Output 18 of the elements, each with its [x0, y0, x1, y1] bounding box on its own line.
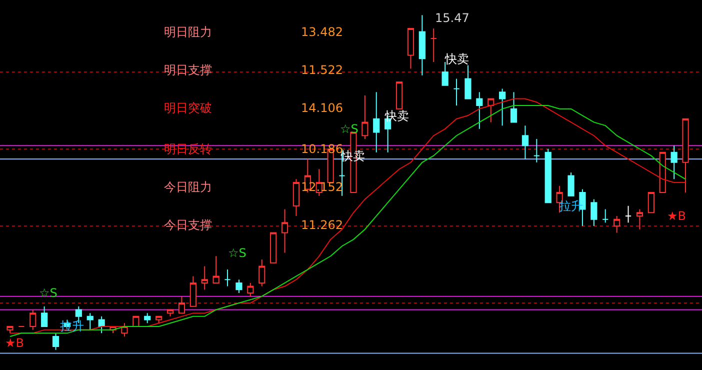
annotation: 明日阻力 — [164, 25, 212, 39]
annotation: 明日突破 — [164, 101, 212, 115]
annotation: 明日支撑 — [164, 63, 212, 77]
annotation: 11.262 — [301, 218, 343, 232]
annotation: 快卖 — [444, 52, 469, 66]
annotation: ☆S — [340, 122, 358, 136]
annotation: 15.47 — [435, 11, 470, 25]
annotation: ★B — [5, 336, 24, 350]
annotation: 14.106 — [301, 101, 343, 115]
annotation: 明日反转 — [164, 142, 212, 156]
annotation: 快卖 — [384, 109, 409, 123]
annotation: 拉升 — [60, 319, 84, 333]
annotation: ☆S — [228, 246, 246, 260]
annotation: 13.482 — [301, 25, 343, 39]
annotation: 11.522 — [301, 63, 343, 77]
annotation: 今日支撑 — [164, 218, 212, 232]
annotation: ★B — [667, 209, 686, 223]
annotation: 今日阻力 — [164, 180, 212, 194]
